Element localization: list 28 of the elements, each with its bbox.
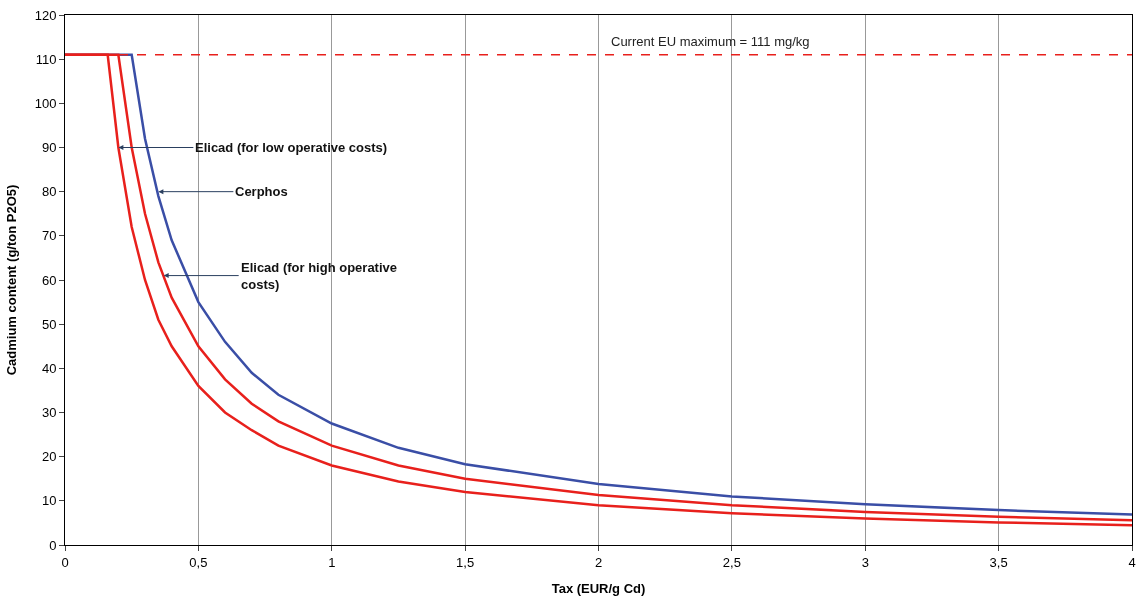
y-tick-label: 40 (41, 360, 57, 376)
y-tick-label: 30 (41, 405, 57, 421)
x-tick-label: 0 (61, 554, 69, 570)
annotation: Elicad (for high operative costs) (241, 260, 398, 292)
x-tick-label: 1 (328, 554, 336, 570)
x-tick-label: 3 (861, 554, 869, 570)
y-tick-label: 0 (49, 537, 57, 553)
y-tick-label: 120 (34, 7, 57, 23)
x-tick-label: 4 (1128, 554, 1136, 570)
x-axis-title: Tax (EUR/g Cd) (551, 581, 646, 597)
y-tick-label: 80 (41, 184, 57, 200)
x-tick-label: 3,5 (989, 554, 1008, 570)
x-tick-label: 1,5 (456, 554, 475, 570)
ref-line-label: Current EU maximum = 111 mg/kg (611, 34, 810, 49)
y-tick-label: 60 (41, 272, 57, 288)
y-tick-label: 70 (41, 228, 57, 244)
x-tick-label: 0,5 (189, 554, 208, 570)
y-tick-label: 90 (41, 140, 57, 156)
y-tick-label: 110 (35, 51, 57, 67)
y-tick-label: 50 (41, 316, 57, 332)
y-tick-label: 20 (41, 449, 57, 465)
y-tick-label: 100 (34, 95, 57, 111)
annotation: Elicad (for low operative costs) (195, 140, 388, 155)
y-axis-title: Cadmium content (g/ton P2O5) (3, 184, 19, 376)
y-tick-label: 10 (41, 493, 57, 509)
x-tick-label: 2,5 (722, 554, 741, 570)
annotation: Cerphos (235, 184, 288, 199)
x-tick-label: 2 (594, 554, 603, 570)
